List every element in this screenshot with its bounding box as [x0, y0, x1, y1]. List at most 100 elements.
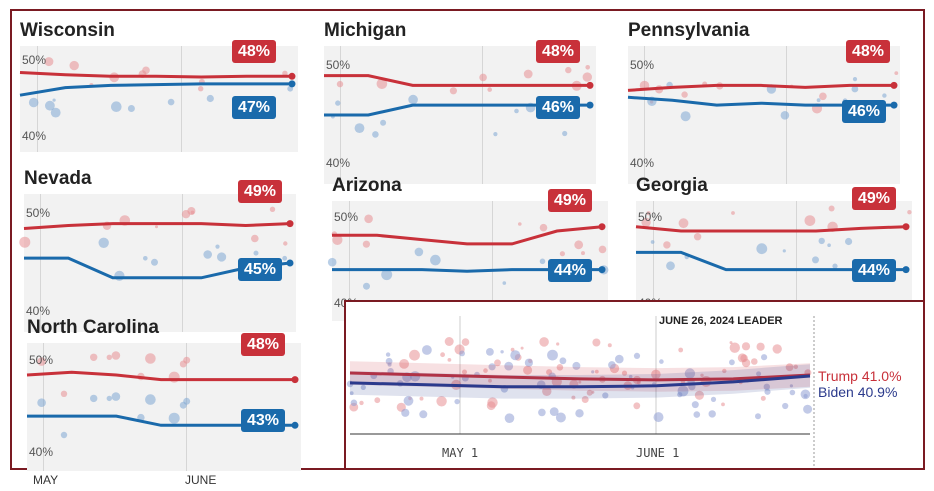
- poll-dot: [571, 395, 576, 400]
- poll-dot: [376, 78, 388, 89]
- poll-dot: [598, 245, 607, 254]
- poll-dot: [167, 98, 175, 106]
- biden-share-badge: 46%: [536, 96, 581, 119]
- poll-dot: [729, 342, 740, 353]
- poll-dot: [755, 413, 761, 420]
- poll-dot: [419, 410, 428, 419]
- biden-label: Biden 40.9%: [818, 384, 898, 400]
- y-tick-label: 50%: [29, 353, 54, 368]
- state-title: Arizona: [332, 175, 402, 196]
- line-end-dot: [598, 266, 606, 274]
- poll-dot: [408, 94, 418, 105]
- trump-line: [23, 222, 291, 230]
- poll-dot: [168, 412, 180, 424]
- poll-dot: [215, 244, 220, 249]
- poll-dot: [332, 234, 343, 245]
- poll-dot: [488, 378, 492, 383]
- poll-dot: [772, 344, 782, 354]
- poll-dot: [741, 342, 751, 351]
- line-end-dot: [598, 223, 606, 231]
- poll-dot: [828, 205, 835, 212]
- trump-label: Trump 41.0%: [818, 368, 902, 384]
- y-tick-label: 40%: [22, 128, 47, 143]
- x-tick-label: MAY: [33, 473, 59, 487]
- poll-dot: [556, 364, 564, 371]
- poll-dot: [359, 400, 364, 406]
- poll-dot: [851, 85, 859, 93]
- plot-area: [27, 343, 301, 471]
- poll-dot: [335, 100, 341, 106]
- poll-dot: [663, 241, 671, 249]
- line-end-dot: [291, 421, 299, 429]
- poll-dot: [592, 338, 601, 347]
- poll-dot: [363, 282, 370, 290]
- poll-dot: [803, 404, 813, 414]
- poll-dot: [633, 402, 641, 410]
- poll-dot: [403, 395, 414, 406]
- poll-dot: [789, 384, 793, 388]
- poll-dot: [818, 237, 825, 245]
- month-gridline: [481, 46, 483, 184]
- poll-dot: [419, 396, 424, 401]
- poll-dot: [179, 360, 187, 368]
- month-gridline: [181, 194, 183, 332]
- poll-dot: [722, 368, 727, 374]
- poll-dot: [60, 390, 68, 397]
- poll-dot: [37, 398, 46, 407]
- poll-dot: [816, 98, 821, 103]
- poll-dot: [585, 65, 590, 70]
- poll-dot: [700, 373, 704, 377]
- poll-dot: [782, 249, 786, 253]
- poll-dot: [385, 352, 391, 357]
- poll-dot: [251, 234, 259, 243]
- poll-dot: [565, 66, 572, 74]
- poll-dot: [459, 350, 465, 357]
- poll-dot: [666, 261, 675, 271]
- poll-dot: [111, 392, 121, 401]
- poll-dot: [628, 374, 633, 379]
- poll-dot: [502, 281, 507, 285]
- poll-dot: [819, 92, 827, 101]
- poll-dot: [523, 69, 533, 79]
- poll-dot: [827, 243, 831, 247]
- line-end-dot: [288, 80, 296, 88]
- poll-dot: [556, 342, 560, 346]
- inset-chart-svg: [346, 316, 815, 468]
- biden-share-badge: 47%: [232, 96, 277, 119]
- state-title: North Carolina: [27, 317, 159, 338]
- poll-dot: [882, 93, 887, 98]
- poll-dot: [803, 393, 808, 399]
- y-tick-label: 40%: [26, 304, 51, 319]
- poll-dot: [206, 94, 214, 103]
- poll-dot: [486, 348, 494, 356]
- poll-dot: [572, 361, 581, 370]
- poll-dot: [559, 357, 567, 365]
- biden-share-badge: 45%: [238, 258, 283, 281]
- trump-line: [324, 74, 590, 87]
- poll-dot: [894, 71, 899, 75]
- poll-dot: [729, 341, 733, 345]
- poll-dot: [594, 369, 599, 374]
- poll-dot: [327, 257, 337, 267]
- poll-dot: [852, 77, 858, 82]
- poll-dot: [691, 401, 699, 409]
- poll-dot: [523, 365, 533, 375]
- poll-dot: [449, 87, 457, 95]
- poll-dot: [653, 412, 664, 423]
- poll-dot: [145, 353, 156, 364]
- month-gridline: [796, 201, 798, 321]
- poll-dot: [283, 241, 288, 246]
- poll-dot: [782, 402, 789, 410]
- poll-dot: [607, 343, 612, 348]
- poll-dot: [578, 380, 582, 384]
- poll-dot: [98, 237, 109, 248]
- poll-dot: [608, 361, 616, 369]
- poll-dot: [793, 364, 798, 369]
- poll-dot: [708, 410, 716, 418]
- month-gridline: [36, 46, 38, 152]
- biden-share-badge: 43%: [241, 409, 286, 432]
- poll-dot: [37, 357, 46, 366]
- line-end-dot: [286, 259, 294, 267]
- poll-dot: [106, 395, 113, 402]
- line-end-dot: [291, 376, 299, 384]
